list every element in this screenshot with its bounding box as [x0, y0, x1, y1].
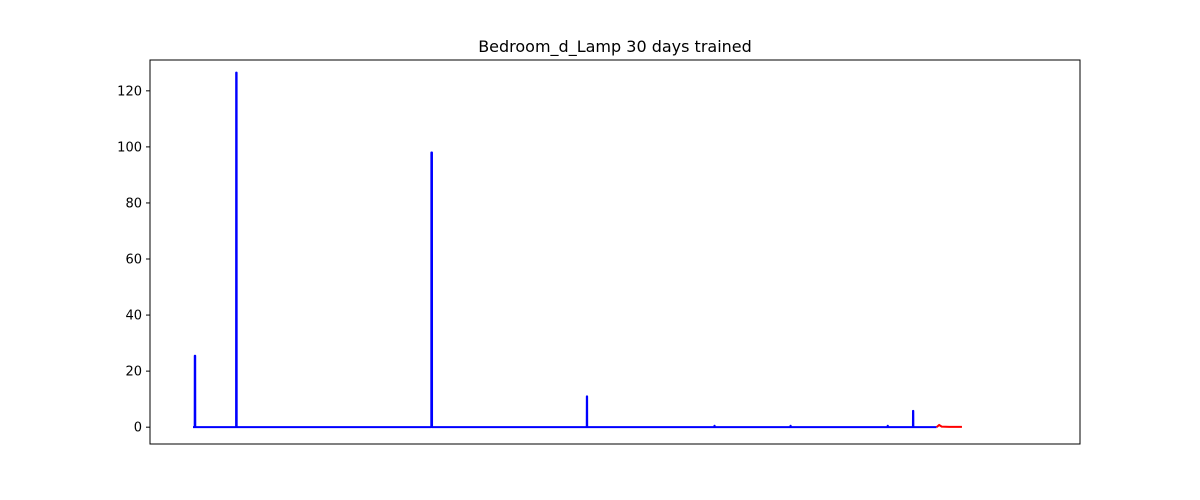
y-axis: 0 20 40 60 80 100 120 — [117, 84, 150, 436]
series-line-0 — [193, 71, 937, 429]
y-tick-label: 100 — [117, 140, 142, 155]
chart-title: Bedroom_d_Lamp 30 days trained — [478, 37, 752, 57]
series-line-1 — [935, 423, 962, 428]
y-tick-label: 20 — [125, 365, 142, 380]
plot-area — [193, 71, 962, 429]
y-tick-label: 60 — [125, 253, 142, 268]
y-tick-label: 0 — [134, 421, 142, 436]
y-tick-label: 80 — [125, 196, 142, 211]
plot-frame — [149, 59, 1081, 445]
y-tick-label: 40 — [125, 309, 142, 324]
y-tick-label: 120 — [117, 84, 142, 99]
